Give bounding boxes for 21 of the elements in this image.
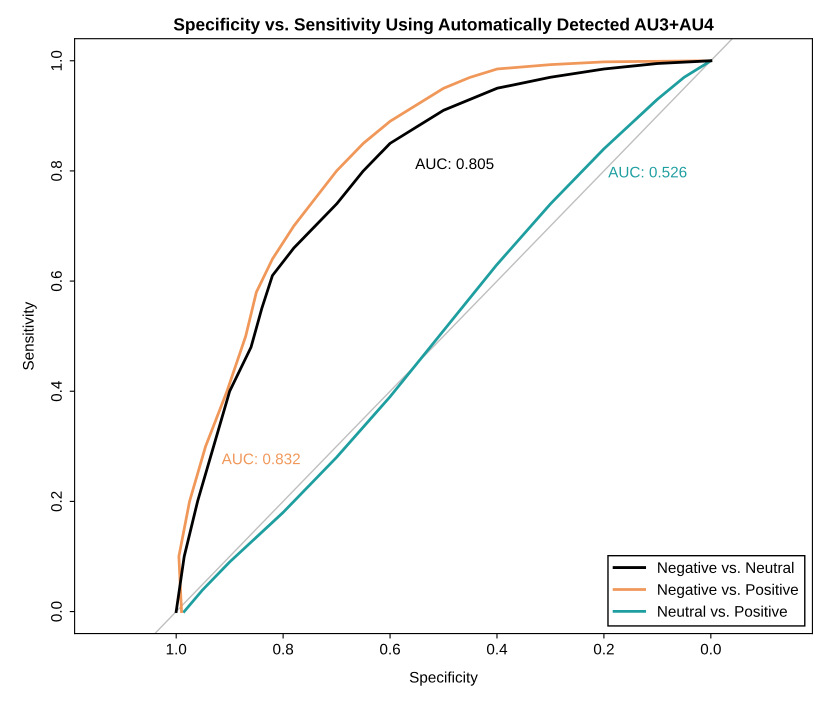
x-tick-label: 0.6	[380, 644, 400, 655]
annotation: AUC: 0.832	[222, 453, 300, 464]
y-tick-label: 1.0	[51, 50, 62, 70]
x-tick-label: 0.8	[273, 644, 294, 655]
x-tick-label: 0.0	[700, 644, 721, 655]
y-tick-label: 0.0	[51, 602, 62, 622]
annotation: AUC: 0.526	[608, 166, 686, 178]
y-tick-label: 0.2	[51, 492, 62, 512]
legend-label: Neutral vs. Positive	[658, 606, 787, 617]
x-tick-label: 0.4	[486, 644, 508, 655]
x-tick-label: 1.0	[166, 644, 186, 655]
x-axis-title: Specificity	[410, 671, 478, 686]
legend-label: Negative vs. Positive	[658, 584, 798, 598]
y-tick-label: 0.6	[51, 271, 62, 292]
y-tick-label: 0.4	[51, 381, 62, 402]
chart-title: Specificity vs. Sensitivity Using Automatically Detected AU3+AU4	[174, 18, 714, 34]
legend-label: Negative vs. Neutral	[658, 562, 794, 576]
x-tick-label: 0.2	[594, 644, 614, 655]
annotation: AUC: 0.805	[415, 158, 494, 170]
y-axis-title: Sensitivity	[22, 302, 37, 370]
y-tick-label: 0.8	[51, 160, 62, 181]
